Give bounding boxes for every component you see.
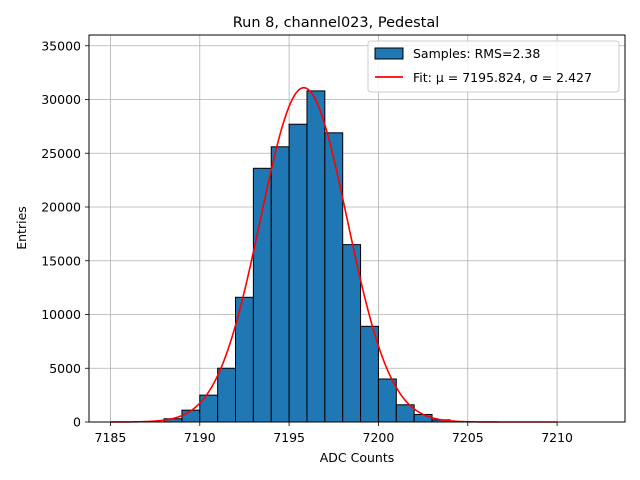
y-tick-label: 0	[73, 415, 81, 430]
legend-swatch-samples	[374, 47, 404, 60]
x-tick-label: 7200	[363, 430, 395, 445]
chart-title: Run 8, channel023, Pedestal	[233, 15, 440, 31]
histogram-bar	[217, 367, 237, 423]
histogram-bar	[360, 325, 379, 423]
x-axis-label: ADC Counts	[320, 450, 395, 465]
histogram-bar	[252, 167, 272, 423]
y-tick-label: 30000	[41, 92, 81, 107]
legend-label-samples: Samples: RMS=2.38	[413, 46, 540, 61]
legend-label-fit: Fit: μ = 7195.824, σ = 2.427	[413, 70, 592, 85]
y-tick-label: 15000	[41, 253, 81, 268]
histogram-bar	[270, 146, 290, 423]
histogram-bar	[181, 409, 201, 423]
y-tick-label: 10000	[41, 307, 81, 322]
x-tick-label: 7195	[273, 430, 305, 445]
y-tick-label: 5000	[49, 361, 81, 376]
legend: Samples: RMS=2.38 Fit: μ = 7195.824, σ =…	[367, 40, 620, 93]
legend-box	[367, 40, 620, 93]
x-axis-ticks: 7185 7190 7195 7200 7205 7210	[95, 422, 573, 445]
histogram-bar	[377, 378, 397, 423]
histogram-bars	[163, 90, 451, 423]
x-tick-label: 7205	[452, 430, 484, 445]
x-tick-label: 7210	[541, 430, 573, 445]
x-tick-label: 7190	[184, 430, 216, 445]
y-tick-label: 35000	[41, 38, 81, 53]
y-axis-label: Entries	[14, 206, 29, 250]
histogram-bar	[413, 413, 433, 423]
y-tick-label: 20000	[41, 200, 81, 215]
x-tick-label: 7185	[95, 430, 127, 445]
histogram-bar	[288, 123, 308, 423]
histogram-bar	[324, 132, 344, 423]
histogram-bar	[306, 90, 326, 423]
plot-frame	[88, 34, 626, 423]
y-tick-label: 25000	[41, 146, 81, 161]
y-axis-ticks: 0 5000 10000 15000 20000 25000 30000 35000	[41, 38, 89, 430]
